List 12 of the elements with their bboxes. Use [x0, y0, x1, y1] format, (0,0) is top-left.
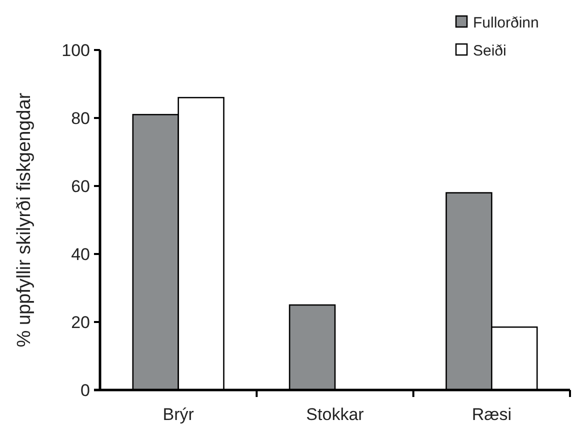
legend-label: Fullorðinn: [473, 14, 539, 32]
x-tick-label: Stokkar: [306, 405, 364, 424]
y-tick-label: 100: [62, 40, 90, 60]
y-tick-label: 40: [71, 244, 90, 264]
x-tick-label: Ræsi: [472, 405, 512, 424]
x-tick-label: Brýr: [162, 405, 194, 424]
y-tick-label: 60: [71, 176, 90, 196]
y-tick-label: 80: [71, 108, 90, 128]
y-tick-label: 20: [71, 312, 90, 332]
legend-label: Seiði: [473, 42, 506, 60]
y-tick-label: 0: [80, 380, 90, 400]
y-axis-title: % uppfyllir skilyrði fiskgengdar: [14, 92, 35, 348]
